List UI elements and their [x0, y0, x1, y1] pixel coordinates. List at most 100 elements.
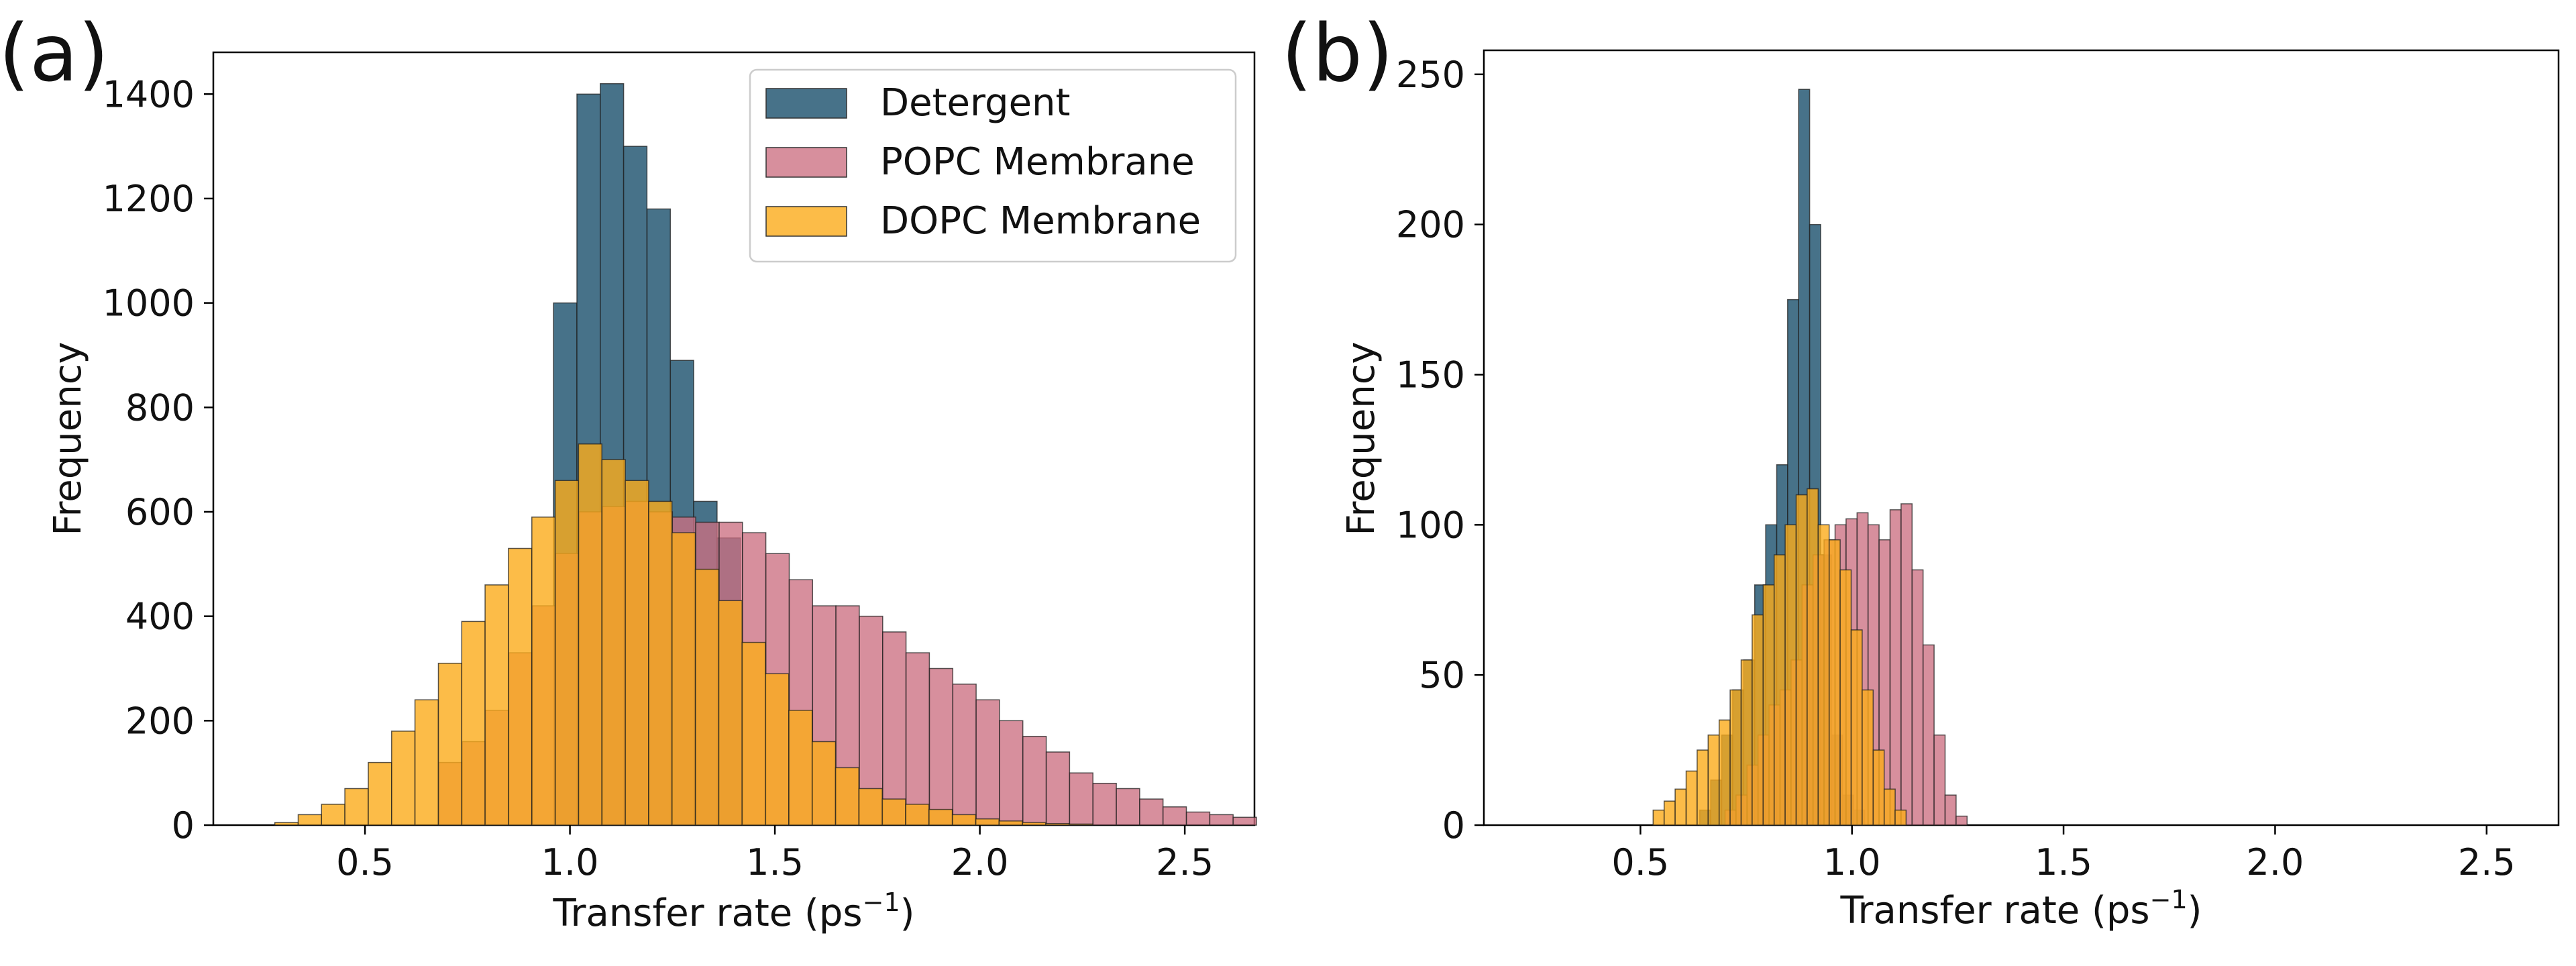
bar-dopc-membrane: [788, 710, 813, 826]
panel-b-histogram: 0.5 1.0 1.5 2.0 2.5 0 50 100 150 200 250 (b) Tran…: [1281, 7, 2560, 932]
bar-dopc-membrane: [578, 443, 602, 826]
panel-a-x-axis-label-superscript: −1: [863, 888, 900, 917]
y-tick-label: 250: [1396, 54, 1465, 96]
bar-dopc-membrane: [1718, 719, 1731, 826]
bar-popc-membrane: [1209, 814, 1234, 826]
panel-b-x-axis-label-main: Transfer rate (ps: [1840, 889, 2150, 932]
bar-dopc-membrane: [1773, 554, 1786, 826]
bar-popc-membrane: [1900, 503, 1913, 826]
bar-dopc-membrane: [1740, 659, 1753, 826]
bar-dopc-membrane: [694, 568, 720, 826]
bar-dopc-membrane: [1850, 629, 1863, 826]
bar-popc-membrane: [1944, 794, 1957, 826]
x-tick-label: 1.0: [541, 841, 599, 883]
y-tick-label: 400: [125, 596, 195, 638]
legend-frame: [749, 68, 1237, 263]
bar-dopc-membrane: [1697, 749, 1709, 826]
bar-dopc-membrane: [437, 662, 463, 826]
bar-dopc-membrane: [297, 814, 323, 826]
panel-a-x-axis-label-end: ): [900, 892, 915, 935]
bar-dopc-membrane: [975, 818, 1000, 826]
y-tick-label: 1200: [103, 178, 195, 220]
x-tick-label: 2.5: [2458, 841, 2516, 883]
bar-dopc-membrane: [368, 761, 392, 826]
panel-b-x-axis-label-superscript: −1: [2150, 885, 2188, 914]
y-tick-label: 0: [1442, 804, 1465, 847]
panel-a-histogram: 0.5 1.0 1.5 2.0 2.5 0 200 400 600 800 1000 1200 140…: [0, 7, 1257, 935]
x-tick-label: 2.0: [2246, 841, 2304, 883]
bar-dopc-membrane: [858, 788, 883, 826]
panel-a-label: (a): [0, 7, 109, 99]
bar-dopc-membrane: [1022, 822, 1046, 826]
bar-dopc-membrane: [881, 798, 906, 826]
panel-a-x-axis-label: Transfer rate (ps−1): [553, 888, 915, 935]
bar-dopc-membrane: [414, 699, 439, 826]
panel-b-x-axis-label-end: ): [2188, 889, 2202, 932]
panel-a-y-ticks: 0 200 400 600 800 1000 1200 1400: [103, 73, 213, 847]
bar-dopc-membrane: [718, 600, 743, 826]
bar-dopc-membrane: [835, 767, 860, 826]
bar-dopc-membrane: [321, 804, 345, 826]
bar-dopc-membrane: [1817, 524, 1830, 826]
bar-popc-membrane: [928, 667, 954, 826]
bar-dopc-membrane: [1674, 788, 1687, 826]
y-tick-label: 200: [1396, 204, 1465, 246]
bar-popc-membrane: [882, 631, 907, 826]
bar-popc-membrane: [1069, 772, 1093, 826]
bar-dopc-membrane: [1795, 494, 1808, 826]
bar-dopc-membrane: [741, 641, 766, 826]
panel-b-label: (b): [1281, 7, 1393, 99]
bar-dopc-membrane: [508, 547, 533, 826]
y-tick-label: 1400: [103, 73, 195, 115]
bar-dopc-membrane: [1729, 689, 1742, 826]
bar-popc-membrane: [1116, 788, 1140, 826]
bar-dopc-membrane: [905, 804, 930, 826]
bar-popc-membrane: [1955, 815, 1968, 826]
y-tick-label: 200: [125, 700, 195, 742]
bar-dopc-membrane: [765, 673, 790, 826]
bar-dopc-membrane: [554, 480, 580, 826]
x-tick-label: 0.5: [1611, 841, 1669, 883]
bar-dopc-membrane: [625, 480, 649, 826]
bar-dopc-membrane: [998, 820, 1023, 826]
bar-popc-membrane: [1139, 798, 1164, 826]
y-tick-label: 0: [172, 804, 195, 847]
bar-popc-membrane: [1922, 644, 1935, 826]
y-tick-label: 600: [125, 491, 195, 533]
bar-dopc-membrane: [671, 532, 696, 826]
bar-popc-membrane: [1022, 735, 1047, 826]
y-tick-label: 150: [1396, 354, 1465, 396]
x-tick-label: 2.5: [1156, 841, 1214, 883]
legend-label-detergent: Detergent: [880, 81, 1070, 125]
legend-swatch-dopc: [765, 206, 847, 237]
x-tick-label: 1.0: [1823, 841, 1881, 883]
x-tick-label: 1.5: [746, 841, 804, 883]
bar-popc-membrane: [1889, 509, 1902, 826]
bar-dopc-membrane: [1807, 488, 1819, 826]
y-tick-label: 800: [125, 386, 195, 429]
legend-label-dopc: DOPC Membrane: [880, 199, 1201, 243]
bar-dopc-membrane: [601, 459, 626, 826]
x-tick-label: 0.5: [336, 841, 394, 883]
bar-dopc-membrane: [648, 500, 673, 826]
bar-popc-membrane: [952, 684, 977, 826]
bar-popc-membrane: [1933, 734, 1946, 826]
x-tick-label: 2.0: [951, 841, 1009, 883]
bar-popc-membrane: [1045, 751, 1071, 826]
bar-dopc-membrane: [1894, 809, 1907, 826]
bar-dopc-membrane: [531, 517, 556, 826]
bar-dopc-membrane: [1707, 734, 1720, 826]
legend-swatch-detergent: [765, 88, 847, 119]
bar-popc-membrane: [1911, 569, 1924, 826]
panel-a-x-axis-label-main: Transfer rate (ps: [553, 892, 863, 935]
bar-dopc-membrane: [811, 741, 837, 826]
bar-dopc-membrane: [1685, 770, 1698, 826]
bar-dopc-membrane: [344, 788, 369, 826]
bar-dopc-membrane: [1872, 749, 1885, 826]
bar-popc-membrane: [975, 699, 1000, 826]
bar-popc-membrane: [905, 652, 930, 826]
bar-dopc-membrane: [484, 584, 509, 826]
bar-dopc-membrane: [928, 808, 953, 826]
bar-popc-membrane: [1092, 782, 1117, 826]
